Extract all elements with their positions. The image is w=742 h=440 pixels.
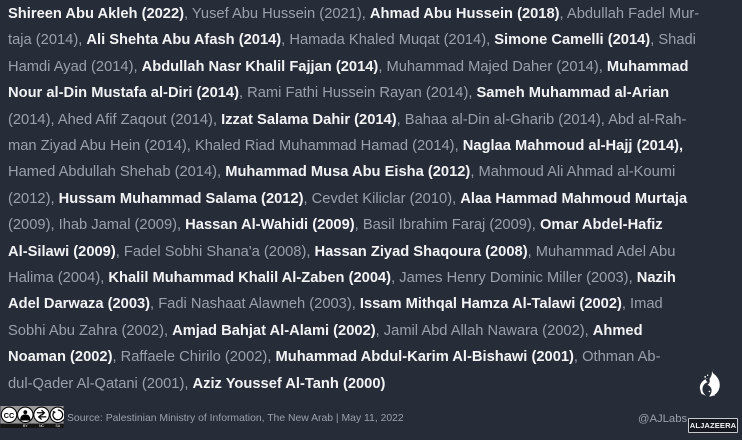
svg-text:SA: SA	[56, 424, 61, 428]
svg-text:NC: NC	[39, 424, 44, 428]
svg-text:CC: CC	[4, 411, 15, 420]
svg-text:BY: BY	[23, 424, 28, 428]
